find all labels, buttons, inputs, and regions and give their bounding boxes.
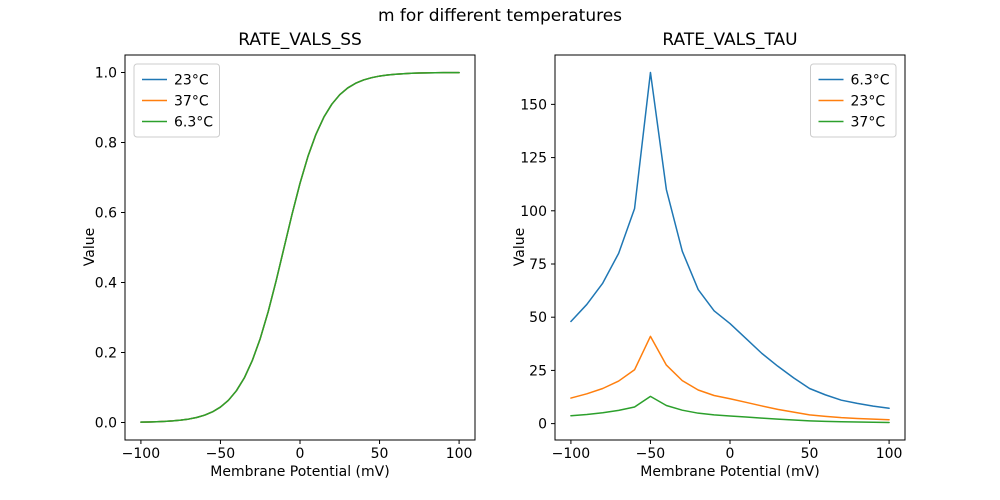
x-tick-label: 0: [296, 446, 305, 462]
y-tick-label: 75: [529, 257, 547, 273]
y-tick-label: 1.0: [95, 66, 117, 82]
legend-label: 23°C: [851, 94, 886, 110]
x-tick-label: 50: [801, 446, 819, 462]
y-tick-label: 0.2: [95, 346, 117, 362]
y-tick-label: 0: [538, 417, 547, 433]
y-tick-label: 125: [520, 151, 547, 167]
y-tick-label: 150: [520, 97, 547, 113]
legend-box: [133, 63, 220, 138]
left-plot-title: RATE_VALS_SS: [238, 30, 362, 50]
series-line-23°C: [570, 335, 890, 421]
y-tick-label: 0.6: [95, 206, 117, 222]
x-tick-label: 0: [726, 446, 735, 462]
axes-1: −100 −50 0 50 100 0 25 50 75 100 125 150 6.3°C 23°C 37…: [520, 54, 906, 462]
series-line-6.3°C: [140, 71, 460, 423]
y-tick-label: 100: [520, 204, 547, 220]
right-plot-ylabel: Value: [512, 227, 528, 267]
left-plot-xlabel: Membrane Potential (mV): [210, 464, 390, 480]
y-tick-label: 50: [529, 310, 547, 326]
figure-suptitle: m for different temperatures: [377, 6, 623, 26]
x-tick-label: −100: [552, 446, 590, 462]
right-plot-title: RATE_VALS_TAU: [662, 30, 798, 50]
legend-label: 37°C: [851, 115, 886, 131]
x-tick-label: −100: [122, 446, 160, 462]
legend-label: 6.3°C: [174, 115, 213, 131]
y-tick-label: 0.0: [95, 416, 117, 432]
right-plot-xlabel: Membrane Potential (mV): [640, 464, 820, 480]
legend-label: 37°C: [174, 94, 209, 110]
legend: 6.3°C 23°C 37°C: [810, 63, 897, 138]
left-plot-ylabel: Value: [82, 227, 98, 267]
legend-label: 6.3°C: [851, 73, 890, 89]
series-line-6.3°C: [570, 71, 890, 410]
y-tick-label: 0.4: [95, 276, 117, 292]
y-tick-label: 0.8: [95, 136, 117, 152]
x-tick-label: −50: [636, 446, 666, 462]
series-line-37°C: [570, 395, 890, 424]
x-tick-label: −50: [206, 446, 236, 462]
x-tick-label: 100: [876, 446, 903, 462]
legend-label: 23°C: [174, 73, 209, 89]
axes-0: −100 −50 0 50 100 0.0 0.2 0.4 0.6 0.8 1.0 23°C 37°C 6…: [95, 54, 476, 462]
legend-box: [810, 63, 897, 138]
y-tick-label: 25: [529, 363, 547, 379]
legend: 23°C 37°C 6.3°C: [133, 63, 220, 138]
x-tick-label: 100: [446, 446, 473, 462]
x-tick-label: 50: [371, 446, 389, 462]
